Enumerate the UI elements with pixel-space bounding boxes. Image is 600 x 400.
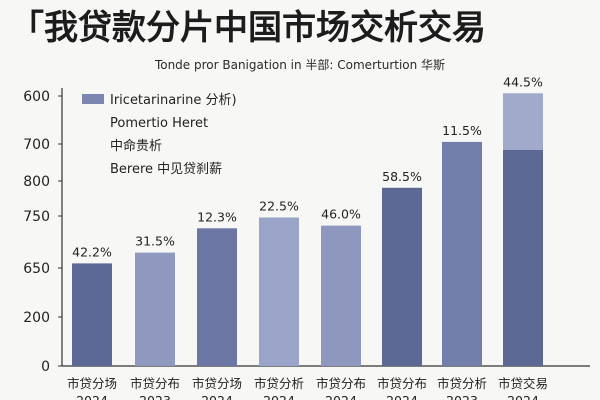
y-tick-label: 700 [23,137,50,153]
x-category-year: 2024 [325,393,357,400]
bar-data-label: 12.3% [197,209,237,224]
bar [259,217,299,366]
bar [72,263,112,366]
bar-stack-segment [503,93,543,150]
bar-data-label: 46.0% [321,207,361,222]
bar-data-label: 44.5% [503,74,543,89]
bar [135,252,175,366]
legend-entry: 中命贵析 [110,138,162,154]
bar [382,187,422,366]
legend-swatch [82,94,104,104]
x-category-label: 市贷分析 [437,376,487,391]
x-category-label: 市贷交易 [498,376,548,391]
x-category-year: 2024 [201,393,233,400]
x-category-label: 市贷分布 [377,376,427,391]
bar [442,141,482,366]
bar-data-label: 22.5% [259,199,299,214]
x-category-label: 市贷分场 [67,376,117,391]
x-category-label: 市贷分场 [192,376,242,391]
bar [197,228,237,366]
x-category-year: 2023 [139,393,171,400]
bar-data-label: 11.5% [442,123,482,138]
bar [503,150,543,366]
chart-title: 「我贷款分片中国市场交析交易 [10,8,486,48]
y-tick-label: 600 [23,89,50,105]
y-tick-label: 750 [23,209,50,225]
legend-entry: Iricetarinarine 分析) [110,93,237,108]
bar-data-label: 58.5% [382,169,422,184]
chart-subtitle: Tonde pror Banigation in 半部: Comerturtio… [154,58,446,72]
bar-data-label: 42.2% [72,244,112,259]
legend-entry: Berere 中见贷刹薪 [110,162,222,177]
x-category-year: 2024 [76,393,108,400]
y-tick-label: 650 [23,261,50,277]
y-tick-label: 800 [23,174,50,190]
y-tick-label: 0 [41,359,50,375]
x-category-year: 2024 [507,393,539,400]
x-category-label: 市贷分布 [130,376,180,391]
x-category-year: 2024 [386,393,418,400]
x-category-year: 2023 [446,393,478,400]
legend-entry: Pomertio Heret [110,116,208,131]
x-category-year: 2024 [263,393,295,400]
y-tick-label: 200 [23,310,50,326]
x-category-label: 市贷分布 [316,376,366,391]
x-category-label: 市贷分析 [254,376,304,391]
bar-data-label: 31.5% [135,234,175,249]
bar [321,225,361,366]
